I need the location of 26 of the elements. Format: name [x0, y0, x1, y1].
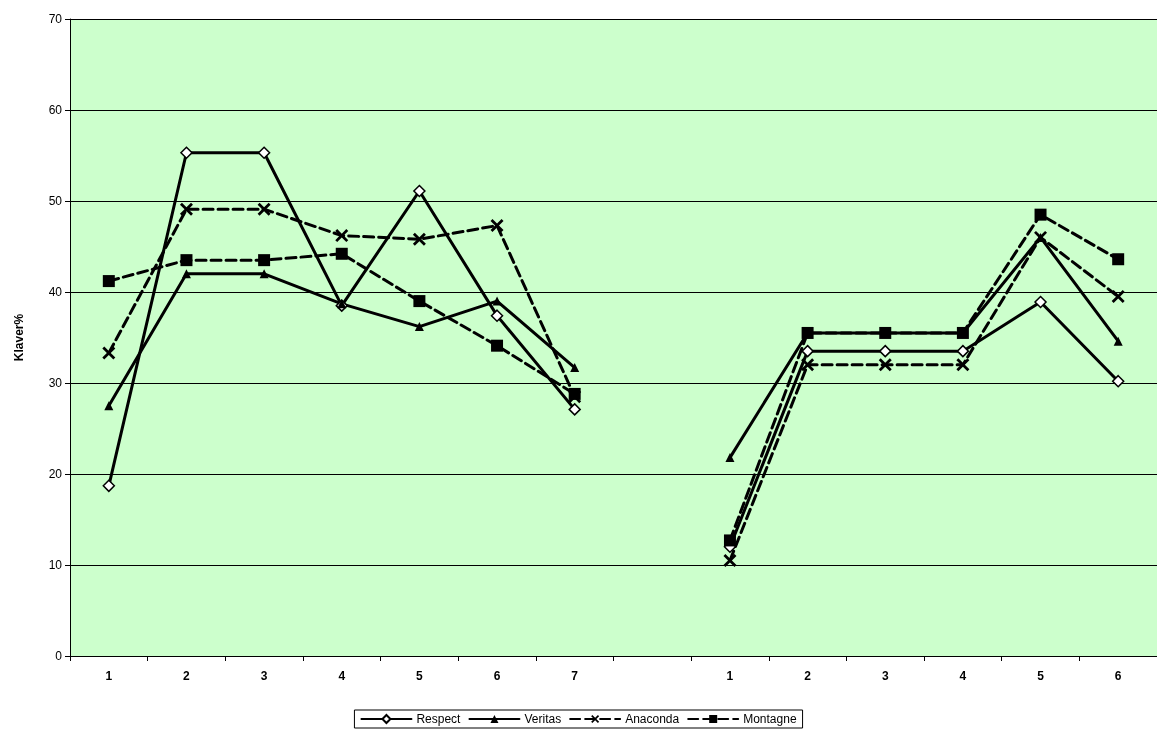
x-tick-label: 2: [804, 669, 812, 683]
y-axis-title: Klaver%: [12, 313, 26, 362]
y-tick-label: 30: [48, 376, 63, 390]
x-tick-label: 2: [183, 669, 191, 683]
x-tick-label: 6: [1114, 669, 1122, 683]
x-tick-label: 4: [338, 669, 346, 683]
x-tick-label: 3: [881, 669, 889, 683]
x-tick-label: 5: [1037, 669, 1045, 683]
x-tick-label: 6: [493, 669, 501, 683]
x-tick-label: 1: [726, 669, 734, 683]
y-tick-label: 70: [48, 12, 63, 26]
y-tick-label: 50: [48, 194, 63, 208]
legend-label: Anaconda: [625, 712, 680, 726]
y-tick-label: 0: [55, 649, 63, 663]
x-tick-label: 7: [571, 669, 579, 683]
x-tick-label: 3: [260, 669, 268, 683]
y-tick-label: 10: [48, 558, 63, 572]
y-tick-label: 40: [48, 285, 63, 299]
x-tick-label: 5: [416, 669, 424, 683]
y-tick-label: 60: [48, 103, 63, 117]
y-tick-label: 20: [48, 467, 63, 481]
x-tick-label: 4: [959, 669, 967, 683]
legend-label: Veritas: [524, 712, 562, 726]
x-tick-label: 1: [105, 669, 113, 683]
legend-label: Respect: [416, 712, 462, 726]
legend-label: Montagne: [743, 712, 797, 726]
